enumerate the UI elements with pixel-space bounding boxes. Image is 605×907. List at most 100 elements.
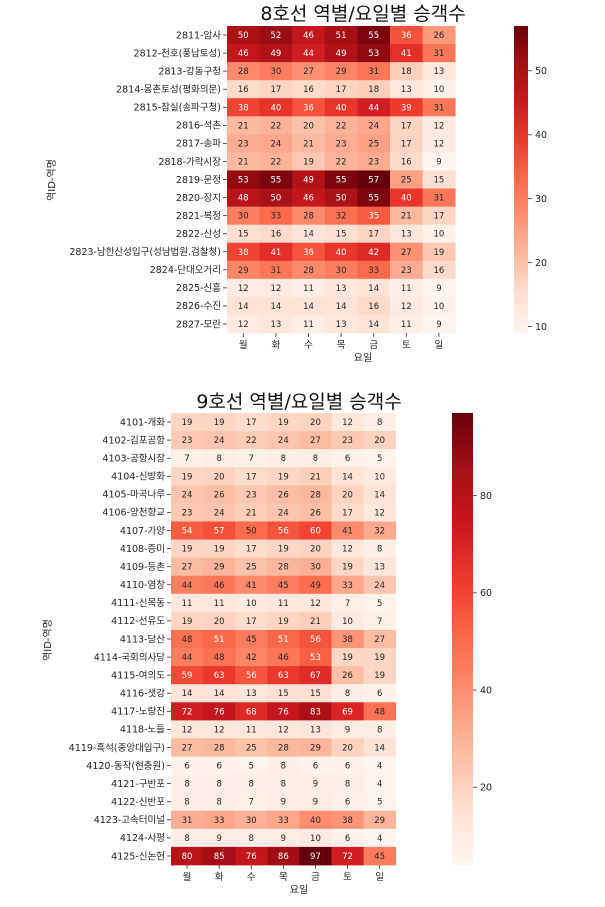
cell-value-label: 69 <box>342 707 353 717</box>
heatmap-cell <box>292 188 326 207</box>
cell-value-label: 10 <box>342 617 353 627</box>
heatmap-cell <box>331 521 364 540</box>
cell-value-label: 31 <box>433 49 444 59</box>
heatmap-cell <box>299 521 332 540</box>
cell-value-label: 30 <box>270 67 281 77</box>
cell-value-label: 19 <box>214 418 225 428</box>
y-tick-label: 4122-신반포 <box>111 797 165 808</box>
cell-value-label: 20 <box>310 418 321 428</box>
cell-value-label: 6 <box>313 762 318 772</box>
x-axis-label-line8: 요일 <box>354 352 372 364</box>
heatmap-cell <box>299 485 332 504</box>
cell-value-label: 55 <box>368 31 379 41</box>
heatmap-cell <box>235 521 268 540</box>
cell-value-label: 14 <box>368 284 379 294</box>
cell-value-label: 85 <box>214 852 225 862</box>
heatmap-cell <box>203 413 236 432</box>
heatmap-cell <box>267 828 300 848</box>
cell-value-label: 49 <box>270 49 281 59</box>
heatmap-cell <box>324 116 358 135</box>
cell-value-label: 10 <box>310 834 321 844</box>
heatmap-cell <box>331 539 364 559</box>
y-tick-label: 4120-동작(현충원) <box>86 761 165 772</box>
cell-value-label: 21 <box>238 121 249 131</box>
heatmap-cell <box>227 224 260 244</box>
cell-value-label: 8 <box>184 780 189 790</box>
heatmap-cell <box>363 846 397 866</box>
colorbar-tick-label: 80 <box>480 491 492 502</box>
heatmap-cell <box>267 413 300 432</box>
heatmap-cell <box>357 278 391 298</box>
y-tick-label: 4124-사평 <box>120 833 165 844</box>
cell-value-label: 17 <box>246 617 257 627</box>
cell-value-label: 12 <box>214 725 225 735</box>
cell-value-label: 16 <box>270 230 281 240</box>
cell-value-label: 36 <box>401 31 412 41</box>
cell-value-label: 18 <box>368 85 379 95</box>
cell-value-label: 8 <box>249 834 254 844</box>
heatmap-cell <box>267 810 300 830</box>
cell-value-label: 49 <box>336 49 347 59</box>
heatmap-cell <box>203 666 236 685</box>
x-axis-label-line9: 요일 <box>290 884 308 896</box>
heatmap-cell <box>331 485 364 504</box>
heatmap-cell <box>363 485 397 504</box>
cell-value-label: 28 <box>238 67 249 77</box>
heatmap-cell <box>259 98 293 117</box>
heatmap-cell <box>324 242 358 262</box>
heatmap-cell <box>235 720 268 739</box>
heatmap-cell <box>363 593 397 613</box>
heatmap-cell <box>235 702 268 721</box>
cell-value-label: 21 <box>238 157 249 167</box>
cell-value-label: 26 <box>214 490 225 500</box>
heatmap-cell <box>363 648 397 667</box>
heatmap-cell <box>227 152 260 171</box>
cell-value-label: 9 <box>436 284 441 294</box>
cell-value-label: 23 <box>342 436 353 446</box>
y-tick-label: 4117-노량진 <box>111 706 165 718</box>
y-tick-label: 4119-흑석(중앙대입구) <box>69 742 165 754</box>
cell-value-label: 14 <box>238 302 249 312</box>
cell-value-label: 53 <box>310 653 321 663</box>
heatmap-cell <box>203 774 236 794</box>
heatmap-cell <box>390 80 423 99</box>
heatmap-cell <box>259 134 293 153</box>
cell-value-label: 5 <box>377 454 382 464</box>
cell-value-label: 4 <box>377 834 382 844</box>
cell-value-label: 8 <box>281 780 286 790</box>
cell-value-label: 29 <box>214 563 225 573</box>
heatmap-cell <box>390 260 423 280</box>
cell-value-label: 21 <box>310 617 321 627</box>
heatmap-cell <box>203 810 236 830</box>
cell-value-label: 51 <box>214 635 225 645</box>
cell-value-label: 24 <box>278 508 289 518</box>
heatmap-cell <box>227 26 260 45</box>
cell-value-label: 18 <box>401 67 412 77</box>
cell-value-label: 40 <box>310 816 321 826</box>
heatmap-cell <box>357 170 391 189</box>
cell-value-label: 28 <box>278 563 289 573</box>
cell-value-label: 6 <box>345 798 350 808</box>
heatmap-cell <box>203 648 236 667</box>
heatmap-cell <box>267 503 300 522</box>
cell-value-label: 19 <box>278 418 289 428</box>
heatmap-cell <box>259 116 293 135</box>
cell-value-label: 26 <box>433 31 444 41</box>
cell-value-label: 10 <box>246 599 257 609</box>
heatmap-cell <box>259 242 293 262</box>
y-tick-label: 4104-신방화 <box>111 472 165 483</box>
colorbar-gradient-line8 <box>514 26 528 333</box>
cell-value-label: 45 <box>246 635 257 645</box>
y-tick-label: 4109-등촌 <box>120 562 165 573</box>
cell-value-label: 19 <box>182 617 193 627</box>
heatmap-cell <box>203 557 236 577</box>
cell-value-label: 50 <box>336 194 347 204</box>
heatmap-cell <box>324 62 358 81</box>
heatmap-cell <box>259 80 293 99</box>
cell-value-label: 17 <box>336 85 347 95</box>
heatmap-cell <box>203 539 236 559</box>
cell-value-label: 27 <box>401 248 412 258</box>
heatmap-cell <box>324 26 358 45</box>
heatmap-cell <box>331 467 364 486</box>
